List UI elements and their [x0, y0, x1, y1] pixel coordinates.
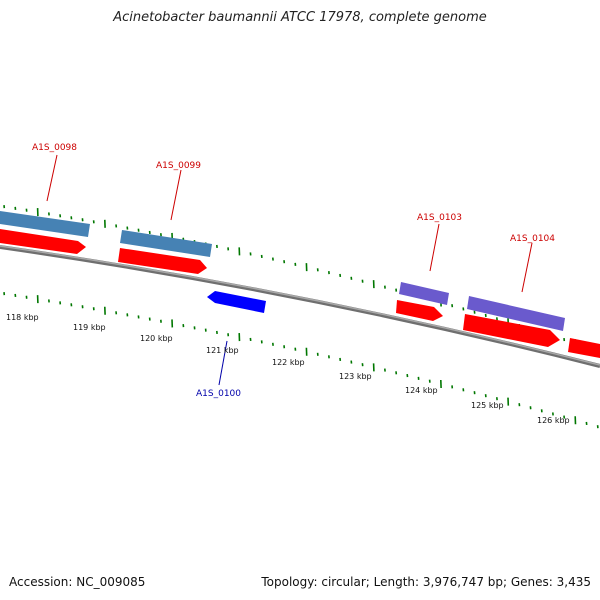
cds-arrow-forward-3	[396, 300, 443, 321]
scale-label-118: 118 kbp	[6, 313, 39, 322]
label-line-a1s-0100	[218, 340, 228, 386]
lower-tick-track	[3, 292, 599, 429]
feature-bar-slate-2	[467, 296, 565, 331]
cds-arrow-forward-2	[118, 248, 207, 274]
gene-label-a1s-0104: A1S_0104	[510, 234, 555, 244]
genome-backbone-highlight	[0, 245, 600, 366]
gene-label-a1s-0100: A1S_0100	[196, 389, 241, 399]
label-line-a1s-0103	[429, 223, 440, 272]
feature-bar-steel-1	[0, 211, 90, 237]
cds-arrow-forward-1	[0, 229, 86, 254]
label-line-a1s-0099	[170, 169, 182, 221]
genome-summary-text: Topology: circular; Length: 3,976,747 bp…	[261, 575, 591, 589]
feature-bar-slate-1	[399, 282, 449, 305]
scale-label-120: 120 kbp	[140, 334, 173, 343]
upper-tick-track	[3, 205, 599, 352]
scale-label-124: 124 kbp	[405, 386, 438, 395]
genome-backbone	[0, 245, 600, 368]
scale-label-122: 122 kbp	[272, 358, 305, 367]
gene-label-a1s-0103: A1S_0103	[417, 213, 462, 223]
gene-label-a1s-0099: A1S_0099	[156, 161, 201, 171]
scale-label-123: 123 kbp	[339, 372, 372, 381]
map-title: Acinetobacter baumannii ATCC 17978, comp…	[113, 10, 487, 25]
scale-label-126: 126 kbp	[537, 416, 570, 425]
feature-bar-steel-2	[120, 230, 212, 257]
cds-arrow-forward-5	[568, 338, 600, 358]
label-line-a1s-0098	[46, 154, 58, 202]
accession-text: Accession: NC_009085	[9, 575, 146, 589]
scale-label-125: 125 kbp	[471, 401, 504, 410]
cds-arrow-reverse-1	[207, 291, 266, 313]
gene-label-a1s-0098: A1S_0098	[32, 143, 77, 153]
scale-label-119: 119 kbp	[73, 323, 106, 332]
label-line-a1s-0104	[521, 242, 533, 293]
cds-arrow-forward-4	[463, 314, 560, 347]
scale-label-121: 121 kbp	[206, 346, 239, 355]
